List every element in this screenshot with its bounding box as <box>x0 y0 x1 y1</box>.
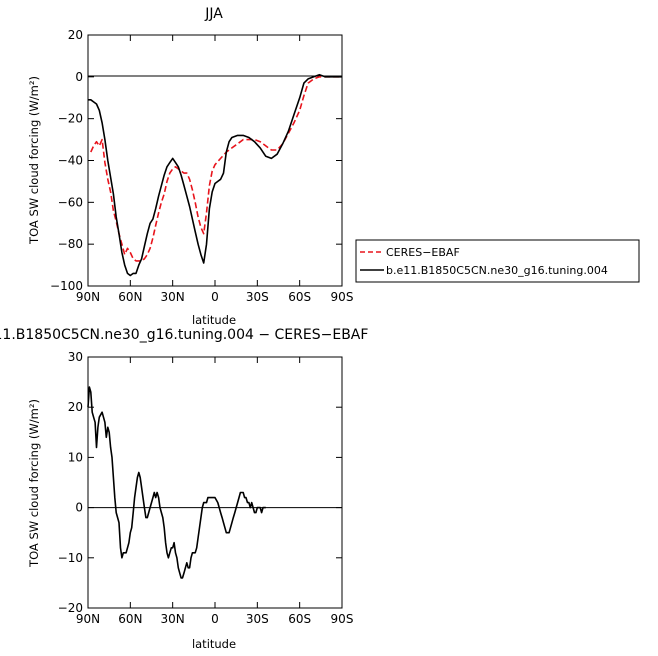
top-x-tick-label: 60S <box>288 290 311 304</box>
bottom-plot-frame <box>87 356 343 609</box>
top-panel: JJA 20 0 −20 −40 −60 −80 −100 90N 60N 30N 0 30S 60S… <box>27 6 353 327</box>
top-y-tick-label: −80 <box>58 237 83 251</box>
legend-label-ceres: CERES−EBAF <box>386 246 460 259</box>
top-y-ticks: 20 0 −20 −40 −60 −80 −100 <box>50 28 342 293</box>
top-x-ticks: 90N 60N 30N 0 30S 60S 90S <box>76 35 354 304</box>
legend-box <box>355 239 640 283</box>
bottom-chart-title: b.e11.B1850C5CN.ne30_g16.tuning.004 − CE… <box>0 327 368 343</box>
bottom-y-tick-label: 30 <box>68 350 83 364</box>
top-series-lines <box>88 73 342 277</box>
bottom-x-tick-label: 30N <box>161 612 185 626</box>
top-x-axis-label: latitude <box>192 313 236 327</box>
top-chart-title: JJA <box>204 6 223 22</box>
bottom-x-tick-label: 60S <box>288 612 311 626</box>
bottom-x-tick-label: 0 <box>211 612 219 626</box>
bottom-y-axis-label: TOA SW cloud forcing (W/m²) <box>27 399 41 568</box>
top-x-tick-label: 30N <box>161 290 185 304</box>
bottom-panel: b.e11.B1850C5CN.ne30_g16.tuning.004 − CE… <box>0 327 368 651</box>
bottom-x-tick-label: 60N <box>118 612 142 626</box>
bottom-y-tick-label: −10 <box>58 551 83 565</box>
bottom-x-axis-label: latitude <box>192 637 236 651</box>
top-x-tick-label: 90N <box>76 290 100 304</box>
bottom-x-tick-label: 90S <box>331 612 354 626</box>
top-plot-frame <box>87 34 343 287</box>
top-y-tick-label: −100 <box>50 279 83 293</box>
bottom-y-tick-label: 0 <box>75 501 83 515</box>
top-y-tick-label: −40 <box>58 154 83 168</box>
legend: CERES−EBAF b.e11.B1850C5CN.ne30_g16.tuni… <box>355 239 640 283</box>
top-x-tick-label: 90S <box>331 290 354 304</box>
legend-label-model: b.e11.B1850C5CN.ne30_g16.tuning.004 <box>386 264 608 277</box>
bottom-y-tick-label: 10 <box>68 450 83 464</box>
bottom-series-lines <box>87 386 266 579</box>
top-y-tick-label: 20 <box>68 28 83 42</box>
bottom-y-tick-label: 20 <box>68 400 83 414</box>
bottom-x-tick-label: 30S <box>246 612 269 626</box>
top-x-tick-label: 0 <box>211 290 219 304</box>
bottom-x-ticks: 90N 60N 30N 0 30S 60S 90S <box>76 357 354 626</box>
top-y-tick-label: −20 <box>58 112 83 126</box>
top-y-axis-label: TOA SW cloud forcing (W/m²) <box>27 76 41 245</box>
top-series-line-1 <box>88 73 342 277</box>
top-x-tick-label: 30S <box>246 290 269 304</box>
bottom-y-ticks: 30 20 10 0 −10 −20 <box>58 350 342 615</box>
bottom-y-tick-label: −20 <box>58 601 83 615</box>
bottom-x-tick-label: 90N <box>76 612 100 626</box>
top-y-tick-label: 0 <box>75 70 83 84</box>
top-series-line-0 <box>90 76 342 262</box>
top-x-tick-label: 60N <box>118 290 142 304</box>
bottom-series-line-0 <box>87 386 266 579</box>
top-y-tick-label: −60 <box>58 195 83 209</box>
